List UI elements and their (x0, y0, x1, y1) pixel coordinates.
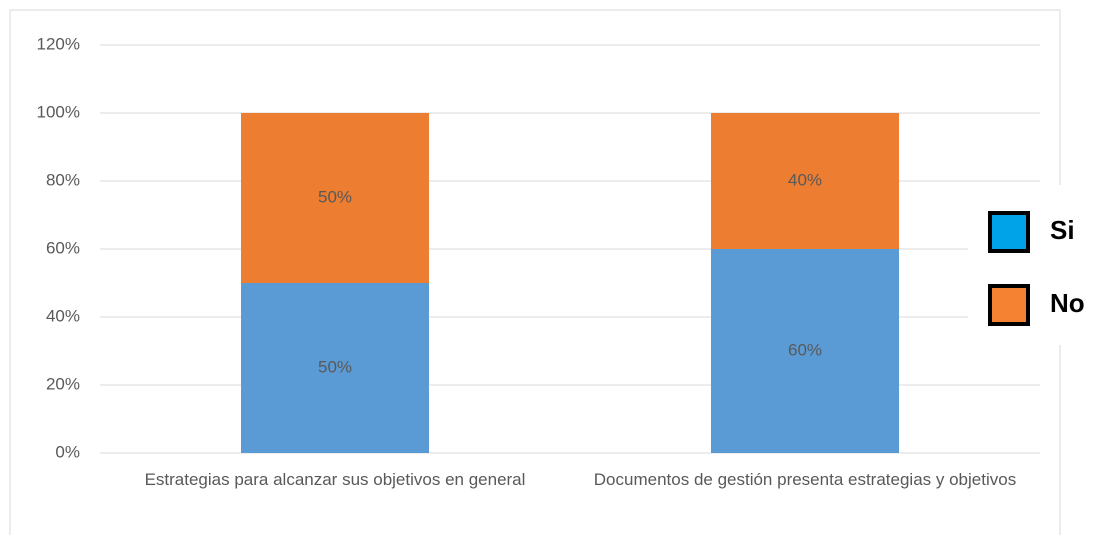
legend-label: Si (1050, 215, 1075, 245)
y-tick-label: 100% (37, 102, 80, 121)
y-tick-label: 60% (46, 238, 80, 257)
chart-frame (9, 9, 1061, 535)
data-label: 40% (788, 170, 822, 189)
data-label: 50% (318, 187, 352, 206)
y-tick-label: 40% (46, 306, 80, 325)
legend-swatch (988, 211, 1030, 253)
legend-label: No (1050, 288, 1085, 318)
data-label: 50% (318, 357, 352, 376)
x-tick-label: Estrategias para alcanzar sus objetivos … (144, 470, 526, 489)
y-tick-label: 80% (46, 170, 80, 189)
x-tick-label: Documentos de gestión presenta estrategi… (593, 470, 1017, 489)
y-tick-label: 120% (37, 34, 80, 53)
legend-swatch (988, 284, 1030, 326)
bar-segment (241, 283, 429, 453)
bar-segment (711, 113, 899, 249)
y-tick-label: 20% (46, 374, 80, 393)
bar-segment (711, 249, 899, 453)
y-tick-label: 0% (55, 442, 80, 461)
data-label: 60% (788, 340, 822, 359)
bar-segment (241, 113, 429, 283)
